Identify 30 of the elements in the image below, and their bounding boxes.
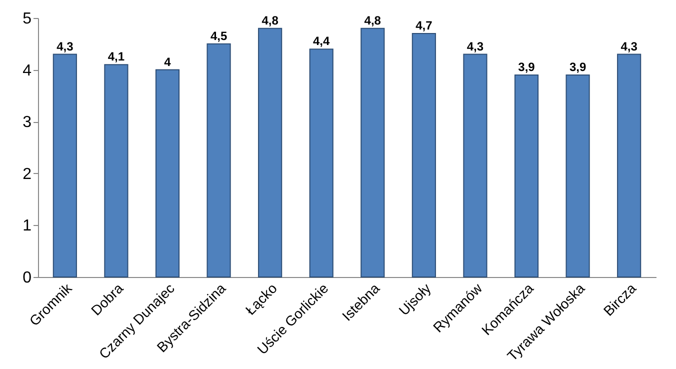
bar (617, 54, 642, 278)
bar (206, 43, 231, 278)
bar (258, 28, 282, 278)
data-label: 4,8 (364, 13, 382, 28)
y-tick-label: 2 (22, 166, 32, 183)
data-label: 4,7 (416, 18, 433, 33)
data-label: 4,3 (620, 39, 638, 54)
bar (463, 54, 488, 278)
data-label: 4,1 (108, 50, 125, 64)
y-tick-label: 0 (22, 270, 32, 286)
bar (566, 74, 590, 278)
bar (514, 74, 539, 278)
data-label: 4,8 (262, 13, 279, 28)
data-label: 3,9 (518, 60, 536, 74)
data-label: 4,5 (210, 28, 228, 43)
data-label: 4,4 (313, 34, 330, 48)
bar (104, 64, 128, 278)
data-label: 3,9 (569, 60, 586, 74)
bar (155, 69, 180, 278)
bar (52, 54, 77, 278)
y-tick-label: 4 (22, 62, 32, 80)
y-tick-label: 1 (22, 218, 32, 235)
data-label: 4,3 (466, 39, 484, 54)
data-label: 4,3 (56, 39, 74, 54)
bar (360, 28, 385, 278)
bar (309, 48, 334, 278)
bar (412, 33, 436, 278)
y-tick-label: 3 (22, 114, 32, 132)
y-tick-label: 5 (22, 10, 32, 28)
data-label: 4 (164, 54, 172, 69)
